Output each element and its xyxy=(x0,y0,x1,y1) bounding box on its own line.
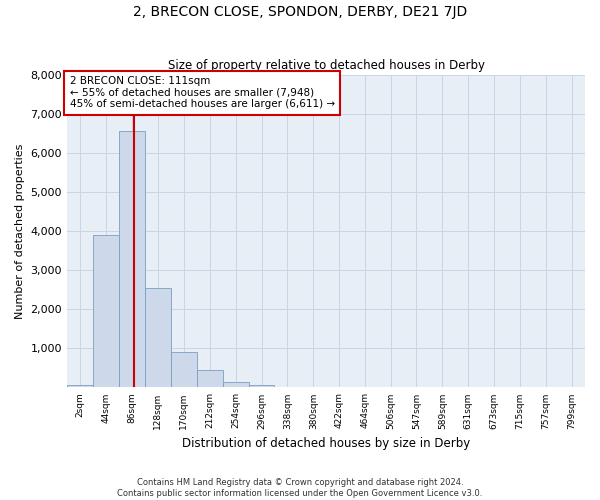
Bar xyxy=(171,352,197,388)
Bar xyxy=(67,386,93,388)
Bar xyxy=(119,132,145,388)
Y-axis label: Number of detached properties: Number of detached properties xyxy=(15,144,25,318)
Bar xyxy=(248,385,274,388)
Bar xyxy=(145,288,171,388)
Bar xyxy=(93,235,119,388)
X-axis label: Distribution of detached houses by size in Derby: Distribution of detached houses by size … xyxy=(182,437,470,450)
Text: Contains HM Land Registry data © Crown copyright and database right 2024.
Contai: Contains HM Land Registry data © Crown c… xyxy=(118,478,482,498)
Title: Size of property relative to detached houses in Derby: Size of property relative to detached ho… xyxy=(167,59,485,72)
Bar xyxy=(274,387,301,388)
Bar xyxy=(223,382,248,388)
Bar xyxy=(197,370,223,388)
Text: 2 BRECON CLOSE: 111sqm
← 55% of detached houses are smaller (7,948)
45% of semi-: 2 BRECON CLOSE: 111sqm ← 55% of detached… xyxy=(70,76,335,110)
Text: 2, BRECON CLOSE, SPONDON, DERBY, DE21 7JD: 2, BRECON CLOSE, SPONDON, DERBY, DE21 7J… xyxy=(133,5,467,19)
